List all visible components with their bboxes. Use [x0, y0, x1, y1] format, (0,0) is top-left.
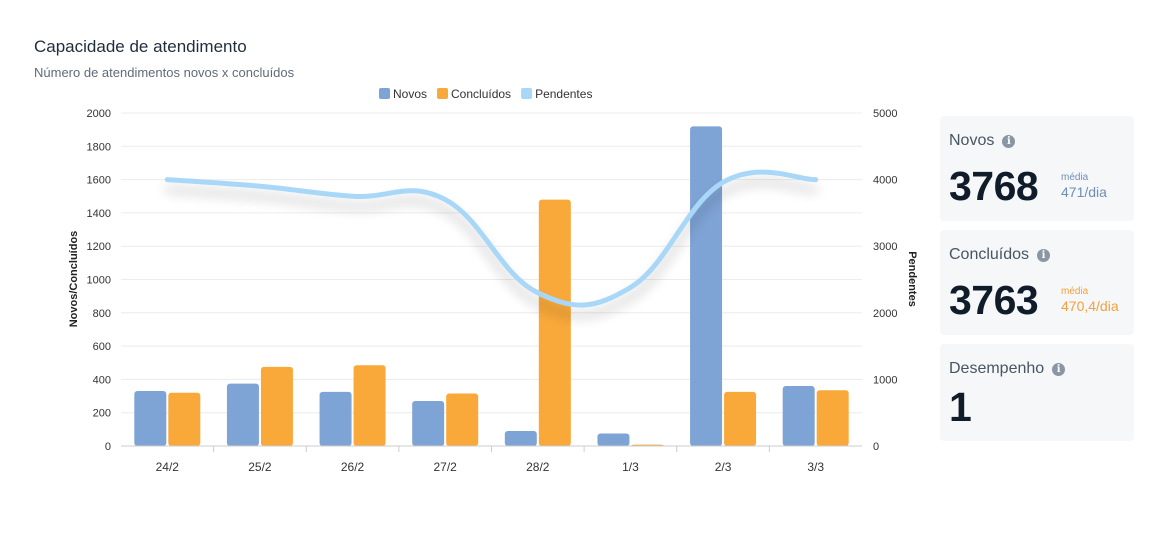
stat-value-concluidos: 3763: [949, 277, 1039, 323]
bar-concludos: [353, 365, 386, 446]
x-tick-label: 28/2: [526, 460, 550, 474]
legend-label: Pendentes: [535, 87, 592, 101]
bar-novos: [319, 391, 352, 446]
y-tick-label: 1000: [87, 275, 111, 287]
stat-card-desempenho: Desempenho i 1: [940, 344, 1134, 441]
stat-value-novos: 3768: [949, 163, 1039, 209]
avg-label: média: [1061, 172, 1089, 183]
legend-swatch: [437, 88, 449, 99]
y2-tick-label: 5000: [873, 108, 897, 120]
info-icon[interactable]: i: [1052, 362, 1066, 376]
page-subtitle: Número de atendimentos novos x concluído…: [34, 65, 295, 80]
y2-tick-label: 3000: [873, 241, 897, 253]
avg-value: 470,4/dia: [1061, 297, 1119, 314]
bar-novos: [504, 431, 537, 446]
y-tick-label: 1800: [87, 141, 111, 153]
stat-label-concluidos: Concluídos i: [949, 246, 1051, 264]
stat-label-text: Novos: [949, 132, 995, 149]
bar-concludos: [260, 366, 293, 446]
x-tick-label: 24/2: [156, 460, 180, 474]
y-tick-label: 2000: [87, 108, 111, 120]
bar-concludos: [724, 391, 757, 446]
x-tick-label: 3/3: [807, 460, 824, 474]
x-tick-label: 26/2: [341, 460, 365, 474]
avg-value: 471/dia: [1061, 183, 1107, 200]
y-tick-label: 1200: [87, 241, 111, 253]
y-tick-label: 0: [105, 441, 111, 453]
bar-concludos: [538, 199, 571, 446]
y2-tick-label: 4000: [873, 175, 897, 187]
y-axis-label: Novos/Concluídos: [68, 231, 80, 328]
avg-label: média: [1061, 286, 1089, 297]
legend-label: Novos: [393, 87, 427, 101]
line-pendentes: [164, 169, 819, 308]
y2-axis-label: Pendentes: [906, 251, 918, 307]
x-tick-label: 25/2: [248, 460, 272, 474]
y-tick-label: 800: [93, 308, 111, 320]
stat-value-desempenho: 1: [949, 384, 972, 430]
bar-novos: [597, 433, 630, 446]
legend-swatch: [521, 88, 533, 99]
stat-label-text: Desempenho: [949, 360, 1045, 377]
y-tick-label: 1600: [87, 175, 111, 187]
stat-label-novos: Novos i: [949, 132, 1016, 150]
y2-tick-label: 2000: [873, 308, 897, 320]
legend-label: Concluídos: [451, 87, 511, 101]
bar-novos: [412, 401, 445, 446]
capacity-chart: 0 200 400 600 800 1000 1200 1400 1600 1800 2000 0 10…: [68, 87, 918, 474]
x-tick-label: 2/3: [715, 460, 732, 474]
bar-novos: [134, 391, 167, 446]
bar-novos: [690, 126, 723, 446]
y-tick-label: 200: [93, 408, 111, 420]
stat-label-desempenho: Desempenho i: [949, 360, 1066, 378]
bar-concludos: [168, 392, 201, 446]
y2-tick-label: 0: [873, 441, 879, 453]
x-tick-label: 1/3: [622, 460, 639, 474]
page-title: Capacidade de atendimento: [34, 37, 247, 56]
y-tick-label: 1400: [87, 208, 111, 220]
info-icon[interactable]: i: [1002, 134, 1016, 148]
y-tick-label: 600: [93, 341, 111, 353]
bar-concludos: [446, 393, 479, 446]
legend-swatch: [379, 88, 390, 99]
y2-tick-label: 1000: [873, 374, 897, 386]
bar-novos: [226, 383, 259, 446]
stat-card-concluidos: Concluídos i 3763 média 470,4/dia: [940, 230, 1134, 335]
x-tick-label: 27/2: [434, 460, 458, 474]
stat-label-text: Concluídos: [949, 246, 1030, 263]
bar-novos: [782, 386, 815, 446]
stat-card-novos: Novos i 3768 média 471/dia: [940, 116, 1134, 221]
info-icon[interactable]: i: [1037, 248, 1051, 262]
stat-avg-concluidos: média 470,4/dia: [1061, 286, 1119, 314]
stat-avg-novos: média 471/dia: [1061, 172, 1107, 200]
bar-concludos: [816, 390, 849, 446]
y-tick-label: 400: [93, 374, 111, 386]
